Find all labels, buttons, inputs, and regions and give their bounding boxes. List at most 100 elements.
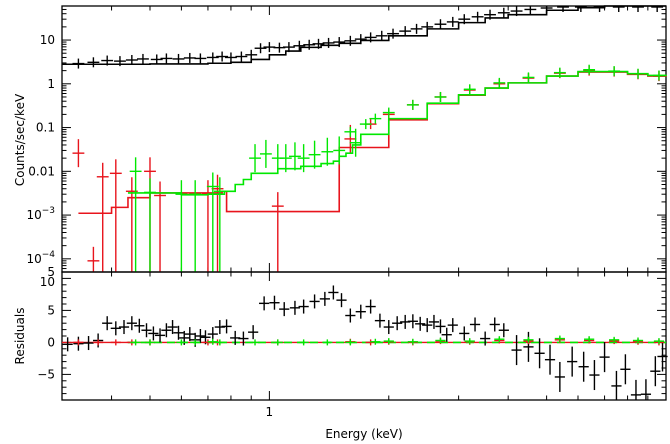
model-line-black (62, 5, 666, 66)
residual-point-black (620, 354, 631, 385)
residual-point-black (640, 379, 652, 400)
residual-point-black (435, 319, 446, 334)
spectrum-y-tick-labels: 10 1 0.1 0.01 10−3 10−45 (26, 33, 55, 279)
residual-point-green (214, 339, 225, 346)
residual-point-green (584, 336, 595, 343)
data-point-green (553, 67, 566, 78)
residual-point-black (374, 313, 386, 328)
model-line-green (127, 70, 667, 196)
data-point-green (632, 68, 644, 79)
data-point-green (249, 144, 261, 173)
data-point-green (259, 139, 272, 168)
residual-point-black (173, 325, 184, 340)
residual-point-black (289, 300, 301, 315)
residuals-frame (61, 271, 667, 401)
data-point-black (593, 6, 606, 12)
spectrum-ticks (61, 5, 667, 273)
x-tick-labels: 1 (266, 405, 274, 419)
residual-point-green (144, 339, 156, 346)
residual-point-black (650, 356, 661, 387)
spectrum-series (62, 5, 667, 272)
residuals-y-tick-label: 5 (47, 303, 55, 317)
data-point-red (96, 162, 109, 272)
residual-point-green (464, 338, 475, 345)
data-point-black (303, 39, 316, 50)
data-point-black (216, 51, 229, 62)
data-point-black (137, 53, 149, 64)
residual-point-red (73, 339, 84, 346)
spectrum-series-black (62, 5, 666, 69)
residuals-y-tick-label: −5 (37, 367, 55, 381)
data-point-black (497, 7, 510, 18)
residual-point-black (567, 346, 578, 377)
residual-point-green (383, 338, 394, 345)
data-point-black (293, 40, 306, 51)
spectrum-y-tick-label: 5 (47, 265, 55, 279)
data-point-red (109, 159, 122, 272)
residual-point-green (322, 339, 333, 346)
residuals-y-tick-label: 0 (47, 335, 55, 349)
residual-point-black (657, 341, 668, 372)
data-point-green (289, 142, 301, 171)
x-tick-label: 1 (266, 405, 274, 419)
data-point-green (297, 144, 310, 173)
residual-point-green (632, 337, 644, 344)
data-point-black (160, 53, 173, 64)
data-point-black (344, 35, 357, 46)
spectrum-y-axis-label: Counts/sec/keV (13, 93, 27, 186)
residual-point-black (345, 308, 356, 323)
residual-point-black (279, 302, 290, 317)
data-point-red (72, 139, 85, 168)
data-point-black (387, 28, 399, 39)
residual-point-black (62, 337, 73, 352)
data-point-black (510, 6, 523, 17)
residual-point-black (447, 318, 458, 333)
residuals-panel: 10 5 0 −5 Residuals 1 Energy (keV) (13, 271, 668, 441)
data-point-green (406, 99, 419, 110)
data-point-black (72, 58, 85, 69)
residual-point-green (494, 336, 505, 343)
residual-point-black (441, 327, 452, 342)
residual-point-green (435, 337, 446, 344)
data-point-green (434, 91, 447, 102)
residual-point-green (190, 339, 201, 346)
residual-point-black (599, 342, 610, 373)
data-point-black (282, 42, 295, 53)
residual-point-black (611, 370, 622, 400)
data-point-black (524, 6, 537, 15)
residual-point-black (319, 291, 330, 306)
data-point-red (87, 246, 100, 272)
residual-point-black (259, 296, 270, 311)
data-point-black (254, 43, 267, 54)
residual-point-black (355, 304, 366, 319)
residual-point-black (154, 328, 166, 343)
residual-point-black (126, 316, 137, 331)
spectrum-y-tick-label: 10−4 (26, 250, 55, 266)
residual-point-black (383, 320, 394, 335)
residual-point-green (407, 338, 418, 345)
residual-point-black (511, 335, 522, 366)
data-point-green (522, 72, 535, 83)
data-point-green (175, 180, 188, 272)
residual-point-black (118, 320, 130, 335)
data-point-black (574, 6, 587, 12)
residual-point-red (110, 339, 121, 346)
data-point-black (471, 11, 484, 22)
residual-point-black (415, 316, 426, 331)
spectrum-y-tick-label: 10 (40, 33, 55, 47)
data-point-black (263, 42, 276, 53)
residual-point-black (184, 327, 195, 342)
residual-point-black (407, 314, 418, 329)
data-point-black (354, 34, 367, 45)
residual-point-black (392, 316, 403, 331)
data-point-black (206, 52, 219, 63)
x-axis-label: Energy (keV) (325, 427, 402, 441)
model-line-red (78, 71, 667, 215)
residual-point-black (148, 326, 159, 341)
residual-point-black (269, 295, 280, 310)
data-point-black (446, 16, 459, 27)
data-point-black (410, 23, 423, 34)
residual-point-black (523, 331, 534, 362)
data-point-black (235, 51, 248, 62)
